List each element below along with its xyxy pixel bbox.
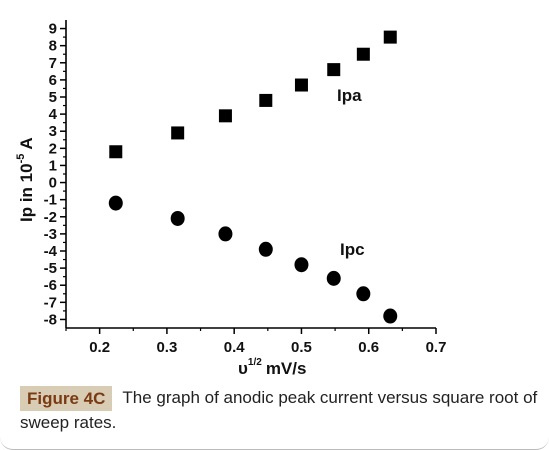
y-axis-title-base: Ip in 10: [17, 163, 36, 222]
x-tick-label: 0.2: [89, 339, 110, 356]
x-axis-title-exp: 1/2: [248, 357, 262, 368]
ipc-point: [356, 286, 371, 302]
y-tick-label: -6: [44, 277, 57, 294]
ipc-point: [218, 226, 233, 242]
y-tick-label: 0: [49, 175, 57, 192]
y-tick-label: -2: [44, 209, 57, 226]
x-tick-label: 0.5: [291, 339, 312, 356]
card-border: [0, 437, 549, 450]
y-axis-title: Ip in 10-5 A: [15, 137, 36, 222]
ipa-point: [218, 109, 232, 123]
ipa-point: [356, 47, 370, 61]
ipc-point: [258, 241, 273, 257]
y-tick-label: 4: [49, 106, 58, 123]
y-tick-label: -8: [44, 311, 57, 328]
ipc-point: [326, 270, 341, 286]
figure-caption: Figure 4C The graph of anodic peak curren…: [20, 386, 540, 434]
y-axis-title-unit: A: [17, 137, 36, 149]
y-tick-label: 6: [49, 72, 57, 89]
y-tick-label: 5: [49, 89, 57, 106]
series-label-ipc: Ipc: [340, 240, 365, 259]
ipc-point: [383, 308, 398, 324]
ipa-point: [327, 63, 341, 77]
y-tick-label: -1: [44, 192, 57, 209]
series-label-ipa: Ipa: [337, 86, 362, 105]
y-axis-title-exp: -5: [15, 154, 27, 164]
x-tick-label: 0.4: [224, 339, 246, 356]
y-tick-label: 3: [49, 123, 57, 140]
y-tick-label: 8: [49, 38, 57, 55]
ipa-point: [259, 93, 273, 107]
x-tick-label: 0.3: [156, 339, 177, 356]
x-axis-title-unit: mV/s: [266, 359, 307, 378]
ipc-point: [108, 195, 123, 211]
ipa-point: [109, 145, 123, 159]
ipc-point: [170, 210, 185, 226]
x-tick-label: 0.6: [358, 339, 379, 356]
y-tick-label: 1: [49, 157, 57, 174]
y-tick-label: -4: [44, 243, 58, 260]
y-tick-label: -3: [44, 226, 57, 243]
data-marks: [108, 30, 398, 324]
ipa-point: [294, 78, 308, 92]
y-tick-label: -7: [44, 294, 57, 311]
ipc-point: [294, 257, 309, 273]
ipa-point: [383, 30, 397, 44]
x-axis-title: υ1/2 mV/s: [238, 357, 306, 378]
y-tick-label: 9: [49, 21, 57, 38]
y-tick-label: 7: [49, 55, 57, 72]
figure-label: Figure 4C: [20, 386, 113, 411]
y-tick-label: 2: [49, 140, 57, 157]
caption-text: The graph of anodic peak current versus …: [20, 388, 538, 432]
x-axis-title-base: υ: [238, 359, 248, 378]
x-tick-label: 0.7: [426, 339, 447, 356]
y-tick-label: -5: [44, 260, 57, 277]
ipa-point: [171, 126, 185, 140]
